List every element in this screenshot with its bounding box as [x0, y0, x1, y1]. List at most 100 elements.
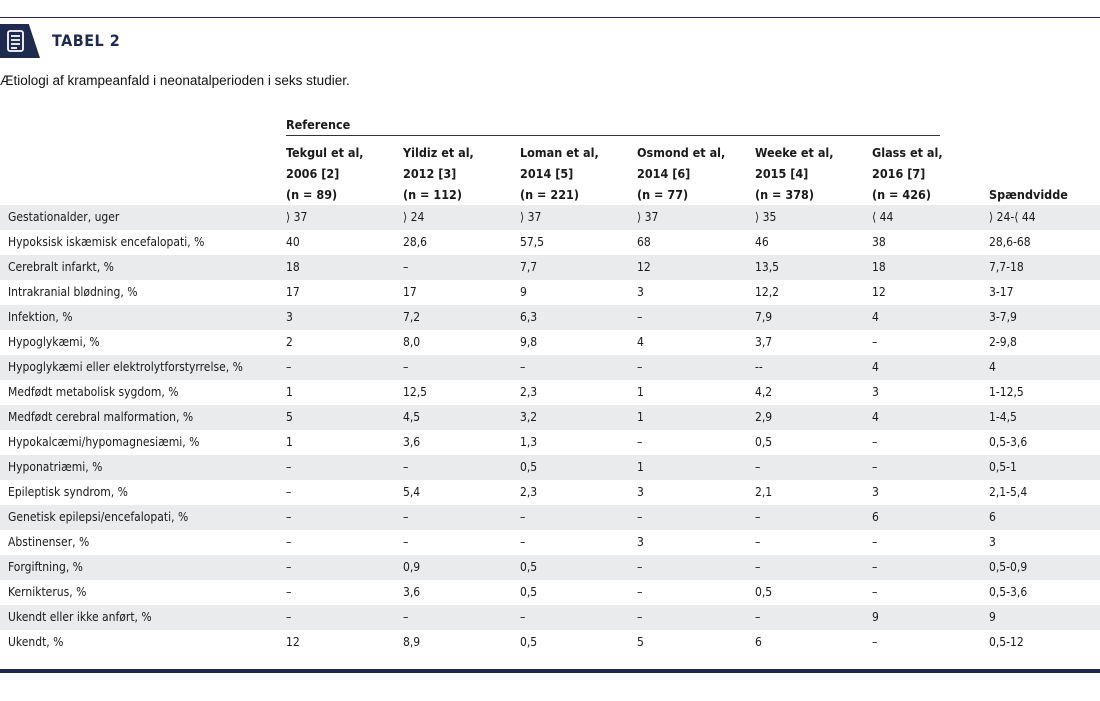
table-cell: – — [286, 360, 292, 374]
table-cell: ⟩ 35 — [755, 210, 777, 224]
row-label: Infektion, % — [8, 310, 73, 324]
table-cell: – — [286, 585, 292, 599]
column-header-1: Tekgul et al, 2006 [2] (n = 89) — [286, 142, 364, 205]
table-cell: 0,5 — [520, 560, 538, 574]
table-cell: 28,6 — [403, 235, 428, 249]
table-cell: 17 — [286, 285, 300, 299]
table-cell: 3,2 — [520, 410, 538, 424]
table-cell: ⟩ 37 — [637, 210, 659, 224]
table-row: Intrakranial blødning, % 17 17 9 3 12,2 12 3-17 — [0, 280, 1100, 305]
table-cell: 9,8 — [520, 335, 538, 349]
table-cell: 2,3 — [520, 385, 538, 399]
table-cell: 46 — [755, 235, 769, 249]
table-cell: 13,5 — [755, 260, 780, 274]
row-label: Ukendt, % — [8, 635, 64, 649]
row-label: Cerebralt infarkt, % — [8, 260, 114, 274]
column-header-line: (n = 426) — [872, 187, 932, 202]
table-cell: ⟨ 44 — [872, 210, 894, 224]
table-cell: 12 — [286, 635, 300, 649]
table-cell: 1 — [286, 385, 293, 399]
reference-rule — [286, 135, 940, 136]
table-row: Hypoglykæmi, % 2 8,0 9,8 4 3,7 – 2-9,8 — [0, 330, 1100, 355]
table-cell: – — [637, 360, 643, 374]
table-row: Hypoglykæmi eller elektrolytforstyrrelse… — [0, 355, 1100, 380]
table-cell: – — [755, 610, 761, 624]
table-cell: 3 — [872, 485, 879, 499]
table-cell: 2,1 — [755, 485, 773, 499]
table-cell: 0,9 — [403, 560, 421, 574]
table-cell: 3,7 — [755, 335, 773, 349]
table-cell: – — [403, 460, 409, 474]
column-header-line: (n = 89) — [286, 187, 338, 202]
table-cell: – — [872, 435, 878, 449]
table-cell: – — [872, 335, 878, 349]
range-cell: 2-9,8 — [989, 335, 1017, 349]
table-cell: 3 — [637, 485, 644, 499]
column-header-line: (n = 221) — [520, 187, 580, 202]
table-cell: ⟩ 24 — [403, 210, 425, 224]
table-cell: 4 — [872, 310, 879, 324]
row-label: Forgiftning, % — [8, 560, 83, 574]
table-cell: 40 — [286, 235, 300, 249]
table-cell: – — [403, 510, 409, 524]
table-cell: – — [872, 585, 878, 599]
table-cell: -- — [755, 360, 763, 374]
table-cell: 57,5 — [520, 235, 545, 249]
table-cell: – — [520, 535, 526, 549]
table-cell: – — [755, 460, 761, 474]
table-row: Genetisk epilepsi/encefalopati, % – – – – – 6 6 — [0, 505, 1100, 530]
table-cell: – — [403, 610, 409, 624]
reference-group-label: Reference — [286, 117, 351, 132]
table-cell: – — [286, 610, 292, 624]
table-cell: – — [872, 535, 878, 549]
table-cell: 3 — [637, 535, 644, 549]
table-cell: 4 — [637, 335, 644, 349]
column-header-line: (n = 77) — [637, 187, 689, 202]
table-cell: 4,2 — [755, 385, 773, 399]
range-cell: 2,1-5,4 — [989, 485, 1028, 499]
column-header-line: 2014 [5] — [520, 166, 574, 181]
table-row: Medfødt cerebral malformation, % 5 4,5 3,2 1… — [0, 405, 1100, 430]
row-label: Hypoglykæmi, % — [8, 335, 100, 349]
range-cell: 4 — [989, 360, 996, 374]
bottom-rule — [0, 669, 1100, 673]
table-cell: 4,5 — [403, 410, 421, 424]
range-cell: 28,6-68 — [989, 235, 1031, 249]
column-header-line: 2015 [4] — [755, 166, 809, 181]
range-cell: 0,5-1 — [989, 460, 1017, 474]
table-cell: – — [755, 510, 761, 524]
table-row: Forgiftning, % – 0,9 0,5 – – – 0,5-0,9 — [0, 555, 1100, 580]
range-cell: ⟩ 24-⟨ 44 — [989, 210, 1036, 224]
table-caption: Ætiologi af krampeanfald i neonatalperio… — [0, 73, 350, 88]
column-header-line: Glass et al, — [872, 145, 943, 160]
range-column-header: Spændvidde — [989, 187, 1068, 202]
table-row: Epileptisk syndrom, % – 5,4 2,3 3 2,1 3 2,1-5,4 — [0, 480, 1100, 505]
range-cell: 3 — [989, 535, 996, 549]
table-cell: 7,2 — [403, 310, 421, 324]
table-cell: – — [637, 310, 643, 324]
table-cell: – — [286, 510, 292, 524]
table-cell: 3 — [637, 285, 644, 299]
range-cell: 0,5-12 — [989, 635, 1024, 649]
table-cell: 1 — [286, 435, 293, 449]
table-cell: 4 — [872, 410, 879, 424]
table-row: Kernikterus, % – 3,6 0,5 – 0,5 – 0,5-3,6 — [0, 580, 1100, 605]
table-cell: – — [403, 535, 409, 549]
table-header: TABEL 2 — [0, 24, 300, 58]
table-cell: 2,3 — [520, 485, 538, 499]
table-cell: – — [286, 560, 292, 574]
table-row: Hyponatriæmi, % – – 0,5 1 – – 0,5-1 — [0, 455, 1100, 480]
range-cell: 9 — [989, 610, 996, 624]
range-cell: 7,7-18 — [989, 260, 1024, 274]
table-cell: – — [286, 535, 292, 549]
table-cell: 2 — [286, 335, 293, 349]
column-header-line: 2016 [7] — [872, 166, 926, 181]
column-header-line: Osmond et al, — [637, 145, 726, 160]
column-header-line: (n = 378) — [755, 187, 815, 202]
column-header-2: Yildiz et al, 2012 [3] (n = 112) — [403, 142, 474, 205]
range-cell: 6 — [989, 510, 996, 524]
column-header-6: Glass et al, 2016 [7] (n = 426) — [872, 142, 943, 205]
column-header-line: Weeke et al, — [755, 145, 834, 160]
table-cell: – — [872, 635, 878, 649]
table-cell: – — [872, 460, 878, 474]
